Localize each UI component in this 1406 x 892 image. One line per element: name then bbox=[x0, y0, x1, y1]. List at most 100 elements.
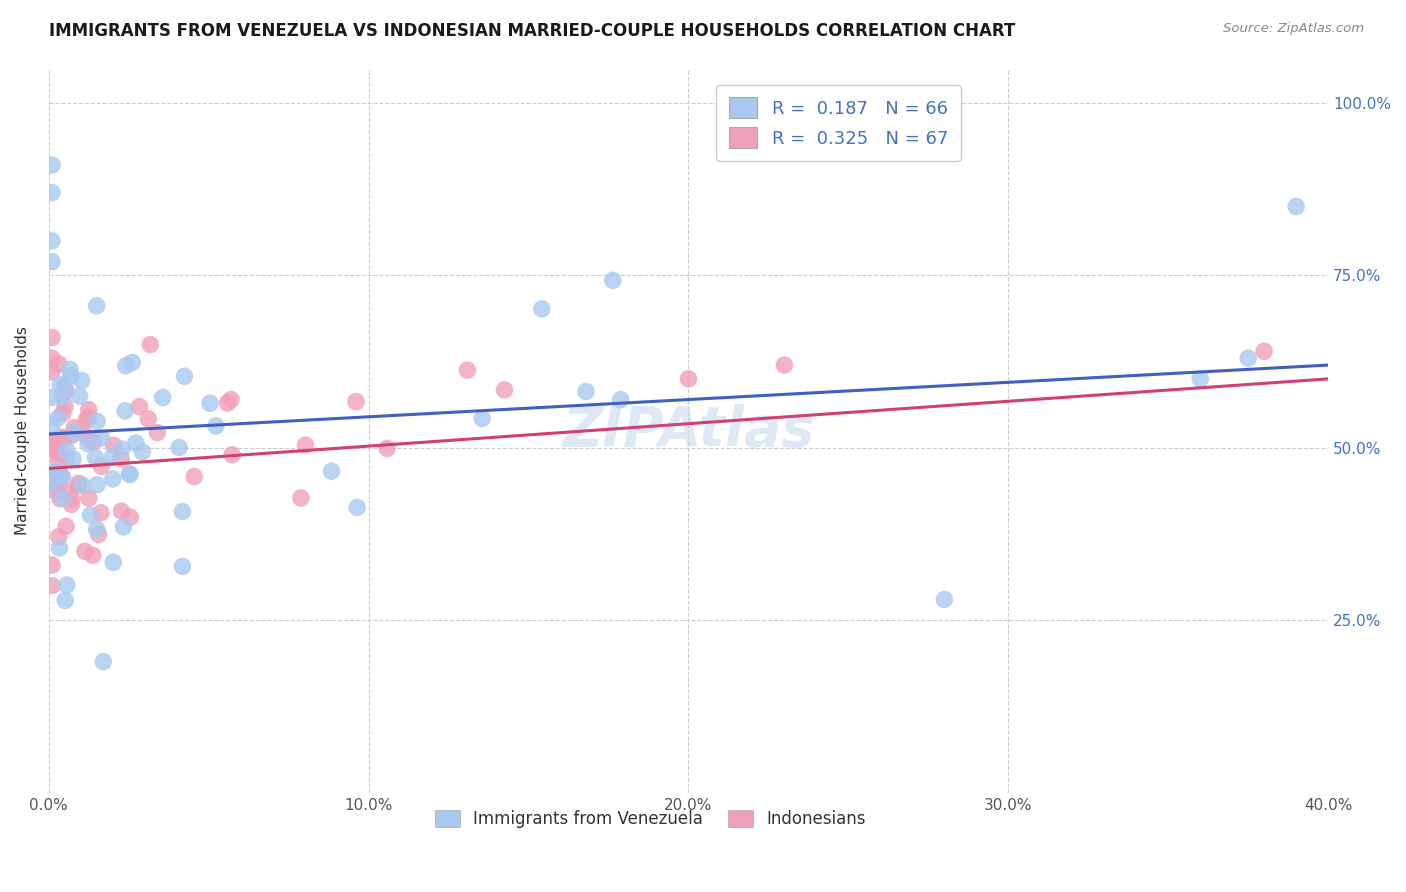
Point bbox=[51, 430, 73, 444]
Point bbox=[678, 372, 700, 386]
Point bbox=[77, 491, 100, 506]
Point bbox=[1253, 344, 1275, 359]
Point bbox=[87, 527, 110, 541]
Point bbox=[46, 468, 69, 483]
Point bbox=[49, 377, 72, 392]
Point bbox=[77, 410, 100, 425]
Point bbox=[55, 451, 77, 466]
Point bbox=[46, 446, 69, 460]
Point bbox=[46, 478, 69, 492]
Point bbox=[375, 442, 398, 456]
Point bbox=[1237, 351, 1260, 366]
Point bbox=[69, 389, 91, 403]
Point bbox=[112, 520, 135, 534]
Point bbox=[114, 404, 136, 418]
Point bbox=[136, 411, 159, 425]
Point bbox=[41, 234, 63, 248]
Point bbox=[82, 549, 104, 563]
Point bbox=[152, 391, 174, 405]
Point bbox=[602, 273, 624, 287]
Point bbox=[73, 544, 96, 558]
Point bbox=[183, 469, 205, 483]
Point bbox=[41, 365, 63, 379]
Point bbox=[294, 438, 316, 452]
Point bbox=[111, 442, 134, 456]
Text: IMMIGRANTS FROM VENEZUELA VS INDONESIAN MARRIED-COUPLE HOUSEHOLDS CORRELATION CH: IMMIGRANTS FROM VENEZUELA VS INDONESIAN … bbox=[49, 22, 1015, 40]
Point bbox=[48, 529, 70, 543]
Point bbox=[471, 411, 494, 425]
Point bbox=[101, 450, 124, 464]
Point bbox=[219, 392, 242, 407]
Point bbox=[77, 436, 100, 450]
Point bbox=[173, 369, 195, 384]
Point bbox=[41, 473, 63, 487]
Point bbox=[82, 435, 104, 450]
Point bbox=[63, 425, 86, 440]
Point bbox=[63, 420, 86, 434]
Text: ZIPAtlas: ZIPAtlas bbox=[562, 403, 814, 458]
Point bbox=[110, 504, 132, 518]
Point bbox=[70, 374, 93, 388]
Point bbox=[146, 425, 169, 440]
Point bbox=[55, 443, 77, 458]
Point bbox=[139, 337, 162, 351]
Point bbox=[41, 351, 63, 366]
Point bbox=[125, 436, 148, 450]
Point bbox=[42, 439, 65, 453]
Point bbox=[51, 469, 73, 483]
Point bbox=[53, 399, 76, 413]
Point bbox=[41, 466, 63, 480]
Point bbox=[55, 578, 77, 592]
Point bbox=[103, 555, 125, 569]
Point bbox=[114, 359, 136, 373]
Point bbox=[86, 414, 108, 428]
Point bbox=[110, 451, 132, 466]
Point bbox=[346, 500, 368, 515]
Point bbox=[1285, 199, 1308, 213]
Point bbox=[344, 394, 367, 409]
Point bbox=[53, 378, 76, 392]
Point bbox=[46, 453, 69, 467]
Point bbox=[167, 441, 190, 455]
Point bbox=[93, 655, 115, 669]
Point bbox=[49, 491, 72, 506]
Point bbox=[53, 484, 76, 499]
Point bbox=[72, 478, 94, 492]
Point bbox=[131, 445, 153, 459]
Point bbox=[41, 476, 63, 491]
Point bbox=[77, 432, 100, 446]
Point bbox=[73, 426, 96, 441]
Point bbox=[45, 467, 67, 481]
Point bbox=[48, 468, 70, 483]
Point bbox=[575, 384, 598, 399]
Point bbox=[41, 435, 63, 450]
Point bbox=[172, 559, 194, 574]
Legend: Immigrants from Venezuela, Indonesians: Immigrants from Venezuela, Indonesians bbox=[427, 804, 872, 835]
Point bbox=[55, 384, 77, 399]
Point bbox=[41, 330, 63, 344]
Point bbox=[67, 476, 90, 491]
Point bbox=[53, 593, 76, 607]
Point bbox=[609, 392, 631, 407]
Point bbox=[46, 464, 69, 478]
Point bbox=[52, 491, 75, 506]
Point bbox=[41, 391, 63, 405]
Point bbox=[51, 470, 73, 484]
Point bbox=[84, 450, 107, 465]
Point bbox=[530, 301, 553, 316]
Point bbox=[217, 396, 239, 410]
Point bbox=[41, 558, 63, 572]
Point bbox=[120, 510, 142, 524]
Point bbox=[52, 406, 75, 420]
Point bbox=[60, 429, 83, 443]
Point bbox=[41, 186, 63, 200]
Point bbox=[67, 479, 90, 493]
Point bbox=[75, 412, 97, 426]
Point bbox=[59, 368, 82, 383]
Point bbox=[52, 432, 75, 446]
Point bbox=[90, 506, 112, 520]
Point bbox=[86, 522, 108, 536]
Point bbox=[456, 363, 478, 377]
Point bbox=[494, 383, 516, 397]
Point bbox=[172, 504, 194, 518]
